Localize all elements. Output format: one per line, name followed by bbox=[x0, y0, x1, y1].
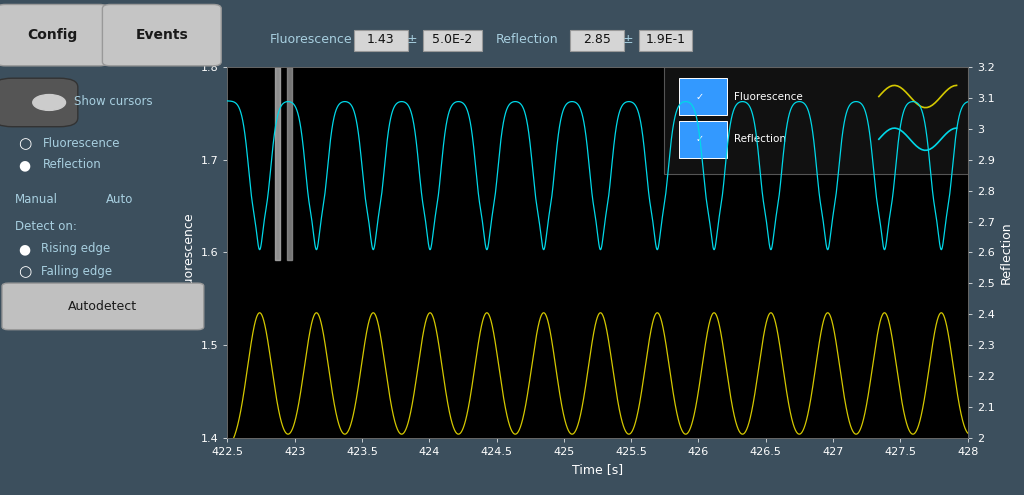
Text: 2.85: 2.85 bbox=[583, 33, 611, 46]
Text: ±: ± bbox=[407, 33, 417, 46]
X-axis label: Time [s]: Time [s] bbox=[572, 463, 623, 476]
Text: 1.43: 1.43 bbox=[368, 33, 394, 46]
Text: Auto: Auto bbox=[105, 193, 133, 206]
Text: 1.9E-1: 1.9E-1 bbox=[645, 33, 686, 46]
Bar bbox=[275, 67, 281, 260]
Text: ✓: ✓ bbox=[695, 134, 703, 144]
Text: ✓: ✓ bbox=[695, 92, 703, 101]
Text: ○: ○ bbox=[18, 136, 31, 151]
Text: Rising edge: Rising edge bbox=[41, 243, 111, 255]
Text: Reflection: Reflection bbox=[43, 158, 101, 171]
Text: Autodetect: Autodetect bbox=[68, 300, 137, 313]
Text: Detect on:: Detect on: bbox=[15, 220, 77, 233]
Text: ●: ● bbox=[18, 158, 31, 172]
Text: Config: Config bbox=[27, 28, 78, 42]
Y-axis label: Fluorescence: Fluorescence bbox=[182, 211, 195, 294]
Text: Reflection: Reflection bbox=[734, 134, 786, 144]
FancyBboxPatch shape bbox=[665, 67, 968, 175]
Bar bbox=[288, 67, 293, 260]
Y-axis label: Reflection: Reflection bbox=[1000, 221, 1013, 284]
Text: Show cursors: Show cursors bbox=[74, 95, 153, 108]
Text: ±: ± bbox=[623, 33, 633, 46]
FancyBboxPatch shape bbox=[679, 121, 727, 158]
FancyBboxPatch shape bbox=[679, 78, 727, 115]
Text: Manual: Manual bbox=[15, 193, 58, 206]
Text: 5.0E-2: 5.0E-2 bbox=[432, 33, 473, 46]
Text: Falling edge: Falling edge bbox=[41, 265, 112, 278]
Text: Reflection: Reflection bbox=[496, 33, 558, 46]
Text: Fluorescence: Fluorescence bbox=[43, 137, 121, 150]
Text: ●: ● bbox=[18, 242, 31, 256]
Text: Fluorescence: Fluorescence bbox=[734, 92, 803, 101]
Text: Fluorescence: Fluorescence bbox=[269, 33, 352, 46]
Text: Events: Events bbox=[135, 28, 188, 42]
Text: ○: ○ bbox=[18, 264, 31, 279]
